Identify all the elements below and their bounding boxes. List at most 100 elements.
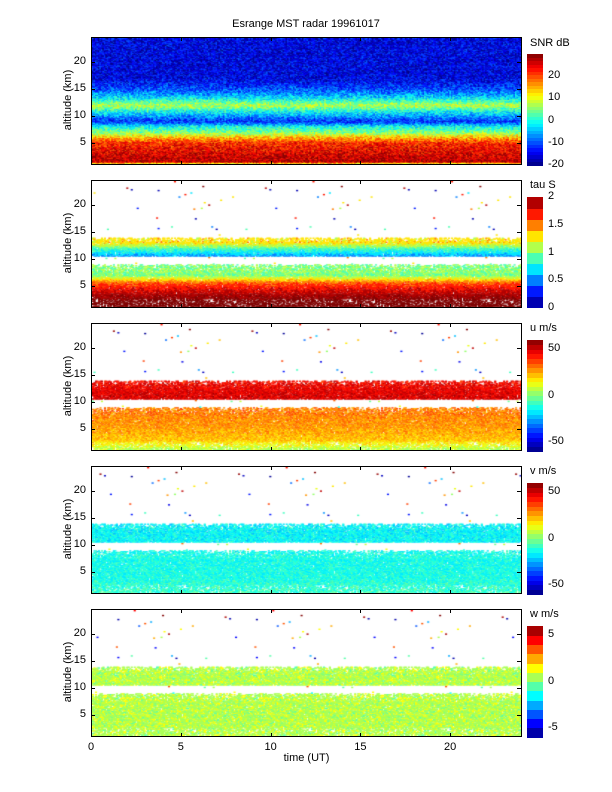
x-tick-mark [270,733,272,737]
y-tick-mark [91,715,95,717]
y-tick-mark [517,490,521,492]
colorbar-level [527,690,543,701]
colorbar-tick-label: 2 [548,190,555,202]
x-tick-mark [360,466,362,470]
colorbar-level [527,74,543,79]
x-tick-mark [360,180,362,184]
x-tick-mark [180,161,182,165]
y-tick-label: 15 [73,367,86,380]
x-tick-mark [270,447,272,451]
colorbar-level [527,580,543,586]
colorbar-level [527,653,543,664]
y-tick-mark [517,429,521,431]
colorbar-tau [527,197,543,309]
x-tick-mark [450,466,452,470]
x-tick-label: 5 [177,741,184,753]
colorbar-level [527,441,543,447]
y-tick-label: 15 [73,653,86,666]
x-tick-mark [91,304,92,308]
colorbar-level [527,377,543,383]
colorbar-level [527,492,543,498]
colorbar-u [527,340,543,452]
y-tick-label: 15 [73,224,86,237]
y-tick-label: 15 [73,81,86,94]
y-tick-mark [91,258,95,260]
colorbar-tick-label: -5 [548,720,558,733]
colorbar-level [527,81,543,86]
colorbar-title-u: u m/s [530,322,557,334]
colorbar-tick-label: 0 [548,388,555,401]
colorbar-level [527,133,543,138]
colorbar-title-w: w m/s [530,608,559,620]
colorbar-level [527,99,543,104]
y-axis-label: altitude (km) [62,641,74,703]
x-tick-mark [180,304,182,308]
colorbar-tick-label: 1.5 [548,217,564,230]
x-tick-mark [360,447,362,451]
y-tick-mark [517,115,521,117]
colorbar-level [527,483,543,489]
y-tick-mark [517,687,521,689]
x-tick-mark [180,733,182,737]
y-tick-label: 15 [73,510,86,523]
colorbar-level [527,296,543,309]
x-axis-label: time (UT) [283,752,330,764]
colorbar-tick-label: -50 [548,434,564,447]
colorbar-level [527,644,543,655]
colorbar-level [527,727,543,738]
colorbar-tick-label: 20 [548,69,561,82]
colorbar-level [527,116,543,121]
x-tick-mark [360,304,362,308]
colorbar-level [527,446,543,452]
y-tick-mark [517,88,521,90]
y-tick-label: 5 [79,708,86,721]
y-tick-mark [91,401,95,403]
y-tick-label: 20 [73,54,86,67]
colorbar-level [527,95,543,100]
colorbar-level [527,400,543,406]
colorbar-level [527,575,543,581]
colorbar-level [527,501,543,507]
x-tick-mark [270,37,272,41]
y-axis-label: altitude (km) [62,69,74,131]
x-tick-mark [360,733,362,737]
colorbar-level [527,252,543,265]
colorbar-level [527,241,543,253]
colorbar-level [527,158,543,163]
y-tick-mark [91,61,95,63]
x-tick-mark [450,609,452,613]
x-tick-label: 0 [87,741,95,753]
colorbar-level [527,353,543,359]
colorbar-level [527,663,543,673]
y-tick-mark [91,572,95,574]
y-tick-label: 10 [73,537,86,550]
colorbar-level [527,718,543,729]
colorbar-level [527,626,543,636]
colorbar-level [527,230,543,242]
colorbar-level [527,557,543,563]
colorbar-tick-label: 0 [548,301,555,313]
colorbar-level [527,106,543,110]
x-tick-mark [270,304,272,308]
colorbar-tick-label: -50 [548,577,564,590]
y-tick-mark [517,544,521,546]
y-tick-mark [91,115,95,117]
colorbar-level [527,285,543,298]
heatmap-u [92,324,521,450]
y-tick-mark [517,143,521,145]
colorbar-level [527,344,543,350]
y-tick-mark [517,572,521,574]
x-tick-mark [180,466,182,470]
y-tick-mark [91,544,95,546]
y-tick-label: 10 [73,108,86,121]
y-tick-mark [517,517,521,519]
colorbar-level [527,529,543,535]
x-tick-mark [180,323,182,327]
colorbar-level [527,263,543,276]
y-tick-mark [91,633,95,635]
colorbar-level [527,219,543,231]
y-tick-label: 20 [73,626,86,639]
colorbar-level [527,54,543,58]
colorbar-level [527,363,543,369]
x-tick-mark [450,161,452,165]
